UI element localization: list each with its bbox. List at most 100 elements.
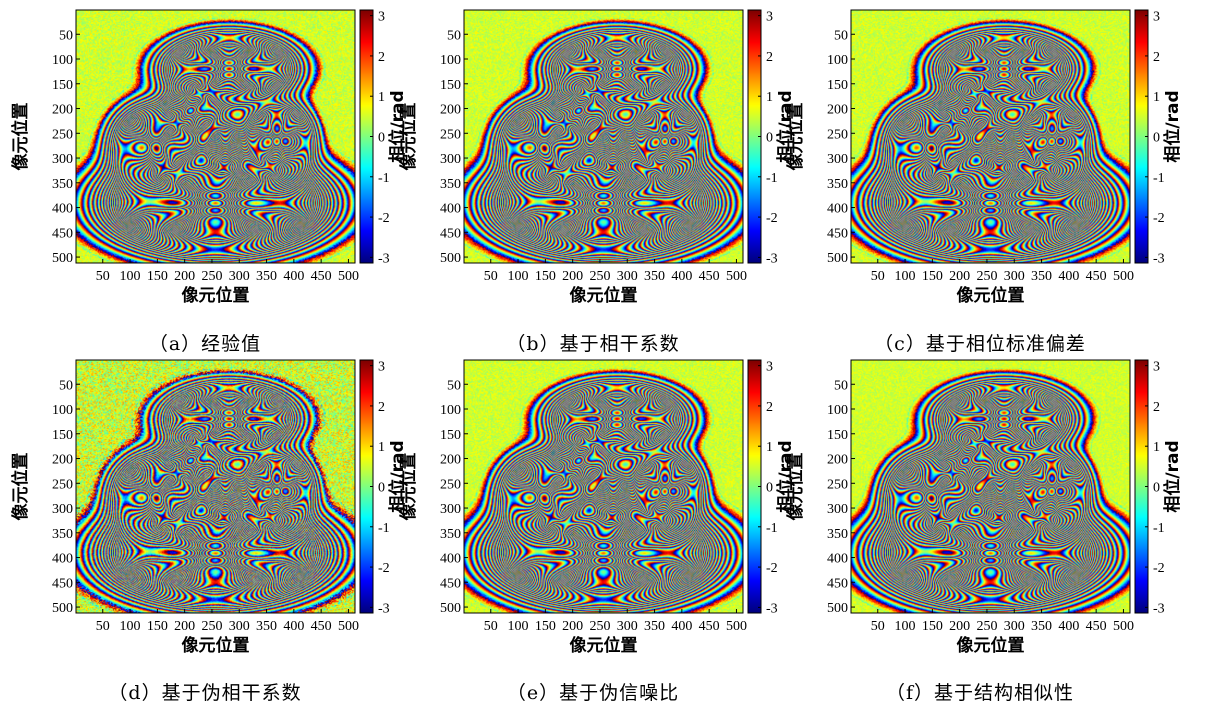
y-tick-label: 350 — [827, 177, 848, 192]
phase-heatmap — [464, 10, 743, 263]
y-tick-label: 400 — [440, 202, 461, 217]
y-tick-label: 250 — [440, 127, 461, 142]
colorbar-tick-label: -1 — [1153, 171, 1165, 186]
panel-c: 50 100 150 200 250 300 350 400 450 500 50 100 150 200… — [780, 5, 1183, 360]
y-tick-label: 50 — [447, 28, 461, 43]
panel-e: 50 100 150 200 250 300 350 400 450 500 50 100 150 200… — [393, 355, 796, 710]
y-tick-label: 300 — [52, 502, 73, 517]
colorbar-tick-label: 3 — [766, 360, 773, 375]
y-tick-label: 200 — [52, 103, 73, 118]
colorbar-tick-label: 0 — [766, 131, 773, 146]
y-axis-label: 像元位置 — [785, 103, 806, 171]
x-tick-label: 350 — [256, 269, 277, 284]
y-tick-label: 450 — [440, 576, 461, 591]
panel-d: 50 100 150 200 250 300 350 400 450 500 50 100 150 200… — [5, 355, 408, 710]
colorbar-tick-label: 2 — [1153, 50, 1160, 65]
plot-frame — [463, 359, 744, 614]
colorbar-tick-label: 2 — [1153, 400, 1160, 415]
chart-c: 50 100 150 200 250 300 350 400 450 500 50 100 150 200… — [785, 9, 1183, 306]
y-tick-label: 350 — [827, 527, 848, 542]
y-tick-label: 300 — [440, 502, 461, 517]
x-tick-label: 200 — [949, 269, 970, 284]
y-tick-label: 400 — [52, 552, 73, 567]
colorbar-tick-label: -2 — [766, 211, 778, 226]
colorbar — [360, 10, 373, 263]
y-tick-label: 350 — [440, 177, 461, 192]
x-tick-label: 150 — [535, 269, 556, 284]
y-tick-label: 100 — [52, 403, 73, 418]
x-tick-label: 100 — [895, 269, 916, 284]
plot-frame — [75, 9, 356, 264]
caption-c: （c）基于相位标准偏差 — [874, 333, 1086, 355]
x-tick-label: 250 — [201, 619, 222, 634]
y-tick-label: 450 — [52, 226, 73, 241]
y-tick-label: 200 — [440, 453, 461, 468]
x-tick-label: 350 — [644, 269, 665, 284]
x-tick-label: 200 — [562, 269, 583, 284]
x-tick-label: 250 — [976, 269, 997, 284]
plot-frame — [850, 9, 1131, 264]
colorbar-tick-label: -1 — [766, 171, 778, 186]
colorbar-tick-label: 0 — [378, 131, 385, 146]
y-tick-label: 250 — [440, 477, 461, 492]
y-tick-label: 50 — [834, 28, 848, 43]
x-tick-label: 450 — [311, 269, 332, 284]
x-tick-label: 250 — [589, 619, 610, 634]
x-tick-label: 400 — [1058, 619, 1079, 634]
y-tick-label: 400 — [827, 202, 848, 217]
y-tick-label: 200 — [52, 453, 73, 468]
y-tick-label: 50 — [59, 378, 73, 393]
colorbar-tick-label: -1 — [378, 521, 390, 536]
y-tick-label: 350 — [52, 527, 73, 542]
x-tick-label: 50 — [871, 619, 885, 634]
y-tick-label: 500 — [52, 601, 73, 616]
plot-frame — [463, 9, 744, 264]
colorbar-tick-label: 3 — [378, 10, 385, 25]
x-tick-label: 150 — [147, 619, 168, 634]
x-tick-label: 350 — [1031, 619, 1052, 634]
caption-a: （a）经验值 — [148, 333, 262, 355]
y-tick-label: 250 — [827, 477, 848, 492]
y-tick-label: 50 — [59, 28, 73, 43]
y-tick-label: 450 — [827, 576, 848, 591]
colorbar-tick-label: -1 — [766, 521, 778, 536]
chart-e: 50 100 150 200 250 300 350 400 450 500 50 100 150 200… — [398, 359, 796, 656]
colorbar-label: 相位/rad — [775, 90, 796, 162]
y-tick-label: 150 — [827, 428, 848, 443]
colorbar-tick-label: 0 — [378, 481, 385, 496]
y-axis-label: 像元位置 — [398, 453, 419, 521]
x-tick-label: 150 — [922, 619, 943, 634]
chart-d: 50 100 150 200 250 300 350 400 450 500 50 100 150 200… — [10, 359, 408, 656]
colorbar-label: 相位/rad — [387, 440, 408, 512]
x-tick-label: 200 — [174, 619, 195, 634]
colorbar-tick-label: 1 — [766, 440, 773, 455]
y-tick-label: 400 — [827, 552, 848, 567]
x-tick-label: 300 — [617, 619, 638, 634]
chart-a: 50 100 150 200 250 300 350 400 450 500 50 100 150 200… — [10, 9, 408, 306]
colorbar-label: 相位/rad — [1162, 90, 1183, 162]
colorbar-tick-label: -1 — [1153, 521, 1165, 536]
x-tick-label: 500 — [1113, 269, 1134, 284]
x-tick-label: 500 — [1113, 619, 1134, 634]
plot-frame — [850, 359, 1131, 614]
y-tick-label: 450 — [827, 226, 848, 241]
colorbar-tick-label: 2 — [766, 400, 773, 415]
x-tick-label: 250 — [976, 619, 997, 634]
x-tick-label: 450 — [699, 269, 720, 284]
x-tick-label: 100 — [895, 619, 916, 634]
colorbar-tick-label: -2 — [378, 561, 390, 576]
y-tick-label: 300 — [52, 152, 73, 167]
colorbar-tick-label: -3 — [1153, 601, 1165, 616]
y-tick-label: 150 — [440, 428, 461, 443]
colorbar-tick-label: 3 — [766, 10, 773, 25]
colorbar-tick-label: -2 — [766, 561, 778, 576]
plot-frame — [75, 359, 356, 614]
x-tick-label: 300 — [1004, 619, 1025, 634]
x-tick-label: 350 — [256, 619, 277, 634]
x-tick-label: 500 — [726, 619, 747, 634]
colorbar-tick-label: -1 — [378, 171, 390, 186]
x-tick-label: 500 — [338, 269, 359, 284]
phase-heatmap — [851, 10, 1130, 263]
x-axis-label: 像元位置 — [570, 635, 638, 656]
colorbar-tick-label: 1 — [1153, 440, 1160, 455]
